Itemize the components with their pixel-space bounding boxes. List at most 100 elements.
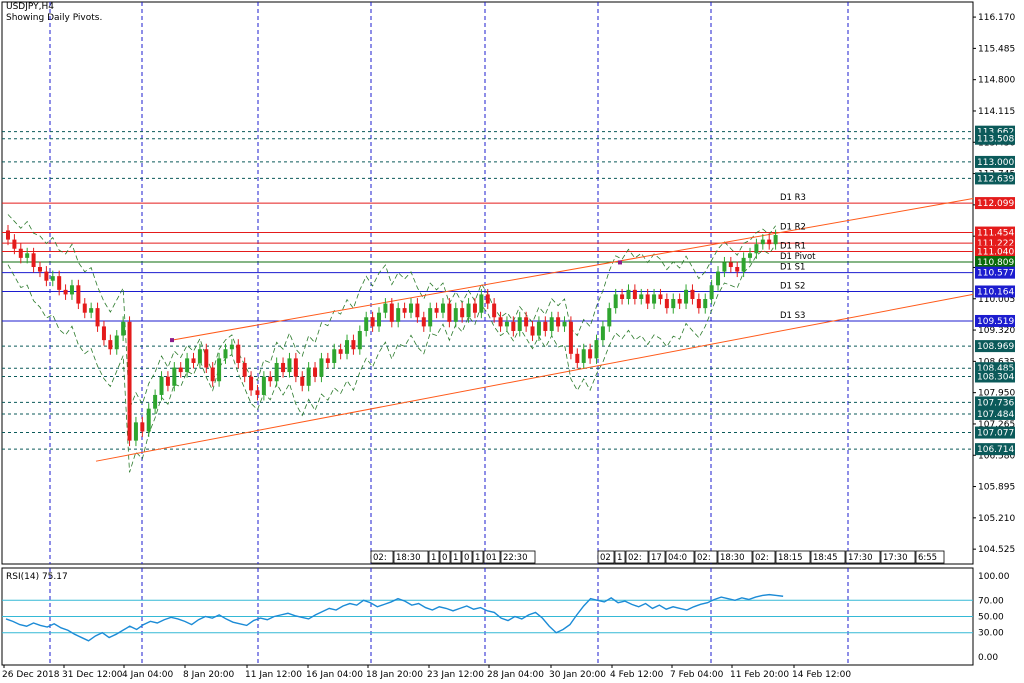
candle-body (530, 326, 535, 336)
candle-body (524, 317, 529, 327)
candle-body (377, 312, 382, 327)
candle-body (671, 298, 676, 309)
price-tag-label: 113.000 (977, 158, 1014, 168)
candle-body (677, 298, 682, 304)
candle-body (159, 376, 164, 395)
candle-body (408, 303, 413, 313)
candle-body (568, 321, 573, 354)
candle-body (645, 294, 650, 304)
candle-body (197, 349, 202, 363)
time-box (472, 550, 484, 564)
time-box-label: 02: (697, 553, 711, 563)
time-box-label: 18:30 (720, 553, 745, 563)
price-tick-label: 107.265 (978, 420, 1015, 430)
price-tag (975, 443, 1015, 456)
candle-body (773, 235, 778, 245)
time-box (752, 550, 776, 564)
candle-body (242, 362, 247, 377)
channel-anchor-point (618, 260, 622, 265)
price-tag-label: 107.077 (977, 429, 1014, 439)
candle-body (396, 308, 401, 322)
price-tag (975, 256, 1015, 269)
time-tick-label: 31 Dec 12:00 (62, 670, 123, 680)
candle-body (428, 308, 433, 327)
candle-body (50, 276, 55, 281)
candle-body (581, 349, 586, 363)
candle-body (716, 271, 721, 286)
candle-body (492, 303, 497, 318)
time-box-label: 1 (475, 553, 480, 563)
candle-body (261, 376, 266, 395)
candle-body (172, 367, 177, 386)
candle-body (664, 298, 669, 309)
price-tag-label: 109.519 (977, 317, 1014, 327)
time-box-label: 02 (600, 553, 611, 563)
price-tag-label: 111.222 (977, 239, 1014, 249)
candle-body (223, 349, 228, 359)
candle-body (626, 289, 631, 299)
candle-body (63, 289, 68, 295)
price-tick-label: 105.210 (978, 514, 1015, 524)
candle-body (178, 367, 183, 373)
price-tick-label: 114.115 (978, 107, 1015, 117)
price-panel-frame (1, 1, 974, 565)
time-tick-label: 23 Jan 12:00 (427, 670, 484, 680)
chart-subtitle: Showing Daily Pivots. (6, 13, 103, 23)
candle-body (543, 321, 548, 331)
time-box-label: 01 (486, 553, 497, 563)
candle-body (191, 358, 196, 363)
time-tick-label: 26 Dec 2018 (2, 670, 60, 680)
pivot-label: D1 S2 (780, 281, 805, 291)
price-tag (975, 407, 1015, 420)
price-tag-label: 112.099 (977, 199, 1014, 209)
time-box-label: 1 (431, 553, 436, 563)
candle-body (255, 390, 260, 395)
time-box (483, 550, 501, 564)
time-box (461, 550, 473, 564)
candle-body (210, 367, 215, 382)
time-box-label: 17:30 (883, 553, 908, 563)
candle-body (607, 308, 612, 327)
time-box (694, 550, 718, 564)
price-tag-label: 110.809 (977, 258, 1014, 268)
candle-body (12, 239, 17, 249)
candle-body (306, 367, 311, 386)
candle-body (114, 335, 119, 350)
rsi-label: RSI(14) 75.17 (6, 572, 68, 582)
candle-body (453, 308, 458, 322)
candle-body (338, 349, 343, 354)
time-box (810, 550, 846, 564)
candle-body (402, 308, 407, 313)
time-box (775, 550, 811, 564)
candle-body (415, 303, 420, 318)
price-tick-label: 116.170 (978, 13, 1015, 23)
time-box (648, 550, 666, 564)
price-tick-label: 106.580 (978, 451, 1015, 461)
candle-body (249, 376, 254, 391)
time-box-label: 0 (442, 553, 447, 563)
time-tick-label: 7 Feb 04:00 (670, 670, 724, 680)
candle-body (325, 358, 330, 363)
candle-body (287, 358, 292, 373)
candle-body (735, 267, 740, 272)
time-box (717, 550, 753, 564)
candle-body (498, 317, 503, 327)
candle-body (153, 394, 158, 409)
price-tag (975, 245, 1015, 258)
candle-body (690, 289, 695, 299)
chart-symbol: USDJPY,H4 (6, 2, 54, 12)
time-box (450, 550, 462, 564)
price-tag (975, 155, 1015, 168)
time-box (439, 550, 451, 564)
lower-band (7, 244, 776, 473)
candle-body (696, 298, 701, 309)
candle-body (760, 239, 765, 245)
price-tag (975, 314, 1015, 327)
candle-body (741, 257, 746, 272)
rsi-tick-label: 70.00 (978, 596, 1004, 606)
time-tick-label: 8 Jan 20:00 (183, 670, 235, 680)
candle-body (389, 303, 394, 322)
candle-body (146, 408, 151, 432)
time-box-label: 0 (464, 553, 469, 563)
